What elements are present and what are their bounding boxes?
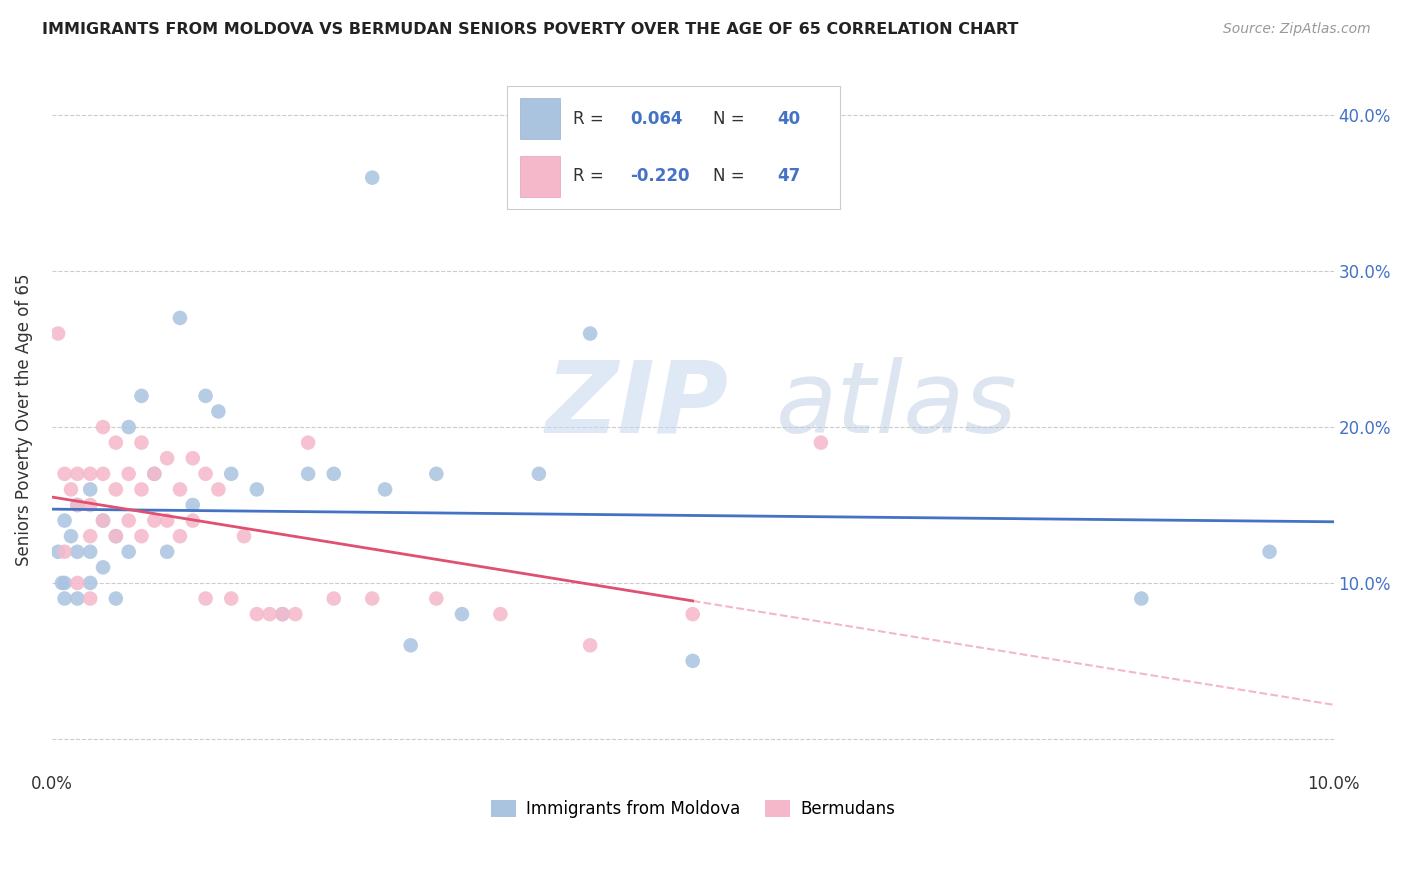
Point — [91, 514, 114, 528]
Point — [271, 607, 294, 621]
Point — [53, 576, 76, 591]
Point — [361, 591, 384, 606]
Point — [322, 467, 344, 481]
Point — [53, 591, 76, 606]
Legend: Immigrants from Moldova, Bermudans: Immigrants from Moldova, Bermudans — [484, 793, 901, 825]
Point — [361, 170, 384, 185]
Point — [79, 545, 101, 559]
Point — [207, 483, 229, 497]
Point — [156, 514, 179, 528]
Point — [79, 529, 101, 543]
Point — [104, 483, 127, 497]
Point — [425, 467, 447, 481]
Point — [143, 514, 166, 528]
Point — [579, 326, 602, 341]
Point — [46, 326, 69, 341]
Point — [66, 591, 89, 606]
Point — [219, 467, 242, 481]
Point — [143, 467, 166, 481]
Point — [118, 420, 141, 434]
Point — [104, 435, 127, 450]
Point — [181, 498, 204, 512]
Point — [399, 638, 422, 652]
Y-axis label: Seniors Poverty Over the Age of 65: Seniors Poverty Over the Age of 65 — [15, 273, 32, 566]
Text: ZIP: ZIP — [546, 357, 728, 454]
Point — [66, 467, 89, 481]
Point — [489, 607, 512, 621]
Point — [53, 467, 76, 481]
Point — [579, 638, 602, 652]
Point — [66, 576, 89, 591]
Text: IMMIGRANTS FROM MOLDOVA VS BERMUDAN SENIORS POVERTY OVER THE AGE OF 65 CORRELATI: IMMIGRANTS FROM MOLDOVA VS BERMUDAN SENI… — [42, 22, 1018, 37]
Point — [66, 545, 89, 559]
Point — [451, 607, 474, 621]
Point — [118, 467, 141, 481]
Point — [53, 545, 76, 559]
Point — [810, 435, 832, 450]
Point — [91, 514, 114, 528]
Point — [374, 483, 396, 497]
Point — [233, 529, 256, 543]
Point — [131, 483, 153, 497]
Point — [169, 310, 191, 325]
Point — [118, 514, 141, 528]
Point — [143, 467, 166, 481]
Point — [259, 607, 281, 621]
Point — [1258, 545, 1281, 559]
Point — [284, 607, 307, 621]
Point — [91, 560, 114, 574]
Point — [59, 529, 82, 543]
Point — [118, 545, 141, 559]
Point — [1130, 591, 1153, 606]
Point — [527, 467, 550, 481]
Point — [79, 483, 101, 497]
Point — [207, 404, 229, 418]
Point — [91, 467, 114, 481]
Point — [66, 498, 89, 512]
Point — [194, 591, 217, 606]
Point — [156, 545, 179, 559]
Point — [194, 389, 217, 403]
Point — [104, 591, 127, 606]
Point — [59, 483, 82, 497]
Text: atlas: atlas — [776, 357, 1018, 454]
Point — [297, 435, 319, 450]
Text: Source: ZipAtlas.com: Source: ZipAtlas.com — [1223, 22, 1371, 37]
Point — [53, 514, 76, 528]
Point — [79, 591, 101, 606]
Point — [104, 529, 127, 543]
Point — [271, 607, 294, 621]
Point — [169, 529, 191, 543]
Point — [156, 451, 179, 466]
Point — [131, 529, 153, 543]
Point — [682, 607, 704, 621]
Point — [169, 483, 191, 497]
Point — [425, 591, 447, 606]
Point — [297, 467, 319, 481]
Point — [79, 467, 101, 481]
Point — [131, 435, 153, 450]
Point — [246, 607, 269, 621]
Point — [322, 591, 344, 606]
Point — [46, 545, 69, 559]
Point — [194, 467, 217, 481]
Point — [51, 576, 73, 591]
Point — [91, 420, 114, 434]
Point — [66, 498, 89, 512]
Point — [181, 514, 204, 528]
Point — [79, 576, 101, 591]
Point — [79, 498, 101, 512]
Point — [246, 483, 269, 497]
Point — [219, 591, 242, 606]
Point — [181, 451, 204, 466]
Point — [682, 654, 704, 668]
Point — [131, 389, 153, 403]
Point — [104, 529, 127, 543]
